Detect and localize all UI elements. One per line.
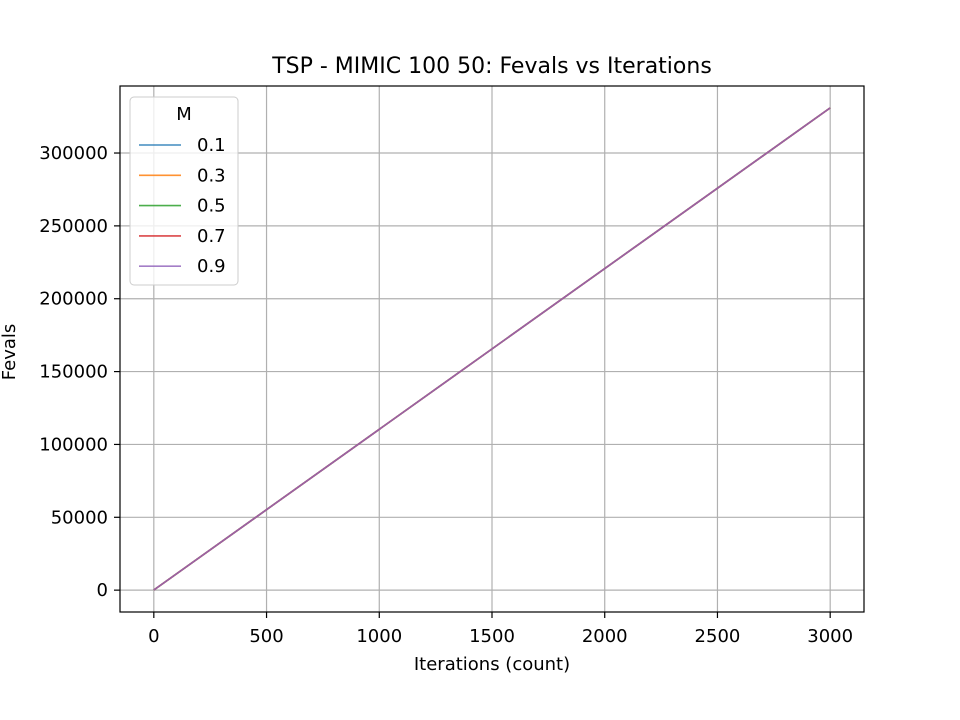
legend-box — [129, 96, 239, 286]
x-tick-label: 0 — [148, 626, 159, 647]
series-line-0.9 — [153, 107, 831, 591]
x-tick-label: 1000 — [356, 626, 402, 647]
x-axis-ticks: 0 500 1000 1500 2000 2500 3000 — [148, 612, 853, 647]
legend: M 0.1 0.3 0.5 0.7 0.9 — [129, 96, 239, 286]
legend-title: M — [176, 104, 192, 125]
legend-label: 0.7 — [197, 226, 226, 247]
y-tick-label: 100000 — [39, 434, 108, 455]
legend-label: 0.5 — [197, 196, 226, 217]
y-tick-label: 250000 — [39, 216, 108, 237]
legend-label: 0.3 — [197, 165, 226, 186]
x-axis-label: Iterations (count) — [414, 654, 570, 675]
grid-lines — [120, 86, 864, 612]
y-tick-label: 0 — [97, 580, 108, 601]
x-tick-label: 500 — [249, 626, 283, 647]
series-lines — [153, 107, 831, 591]
y-tick-label: 300000 — [39, 143, 108, 164]
legend-items: 0.1 0.3 0.5 0.7 0.9 — [139, 135, 226, 277]
legend-label: 0.1 — [197, 135, 226, 156]
x-tick-label: 2500 — [695, 626, 741, 647]
y-axis-ticks: 0 50000 100000 150000 200000 250000 300000 — [39, 143, 120, 601]
y-tick-label: 150000 — [39, 362, 108, 383]
y-tick-label: 200000 — [39, 289, 108, 310]
y-tick-label: 50000 — [51, 507, 108, 528]
x-tick-label: 1500 — [469, 626, 515, 647]
x-tick-label: 2000 — [582, 626, 628, 647]
chart-title: TSP - MIMIC 100 50: Fevals vs Iterations — [271, 54, 712, 79]
y-axis-label: Fevals — [0, 324, 20, 381]
legend-label: 0.9 — [197, 256, 226, 277]
x-tick-label: 3000 — [807, 626, 853, 647]
